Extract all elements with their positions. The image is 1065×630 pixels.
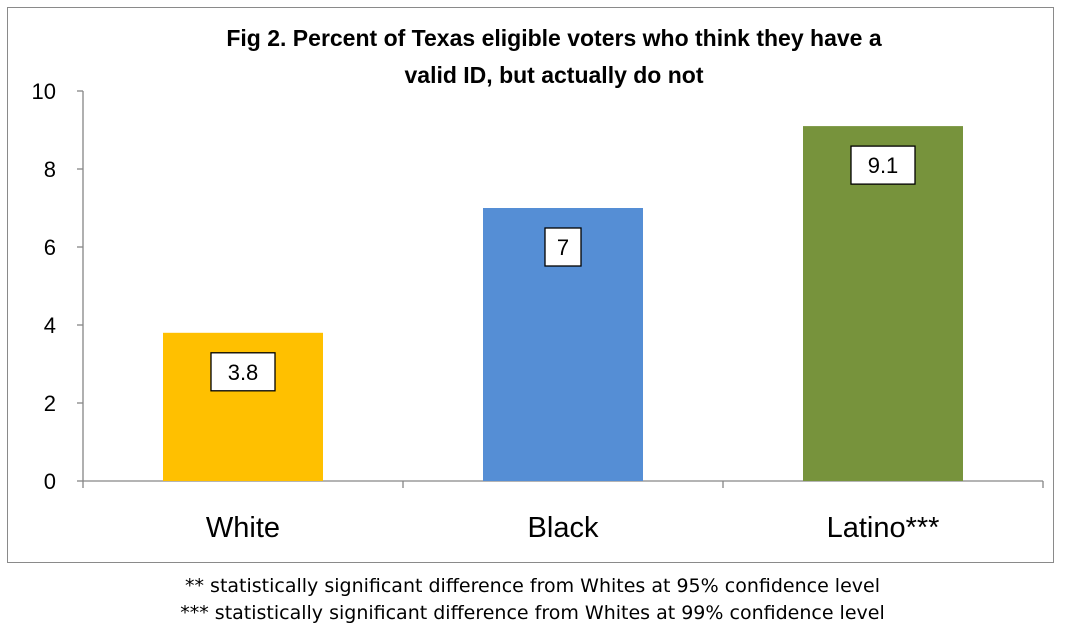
data-label: 9.1 [868,153,899,178]
bar [803,126,963,481]
footnote-99: *** statistically significant difference… [180,602,885,624]
x-tick-label: White [206,512,280,544]
chart-title-line: valid ID, but actually do not [404,62,703,88]
chart-data-labels: 3.8 7 9.1 [210,145,916,392]
chart-title-line: Fig 2. Percent of Texas eligible voters … [226,25,881,51]
y-tick-label: 8 [44,157,56,182]
y-tick-label: 4 [44,313,56,338]
chart-title: Fig 2. Percent of Texas eligible voters … [226,25,881,88]
x-tick-label: Latino*** [827,512,940,544]
data-label: 7 [557,235,569,260]
y-tick-label: 6 [44,235,56,260]
data-label-box [210,352,276,392]
y-tick-label: 10 [32,79,56,104]
y-tick-label: 0 [44,469,56,494]
footnote-95: ** statistically significant difference … [185,575,880,597]
data-label-box [544,227,582,267]
y-tick-label: 2 [44,391,56,416]
data-label-box [850,145,916,185]
x-tick-label: Black [528,512,599,544]
chart-bars [163,126,963,481]
data-label: 3.8 [228,360,259,385]
